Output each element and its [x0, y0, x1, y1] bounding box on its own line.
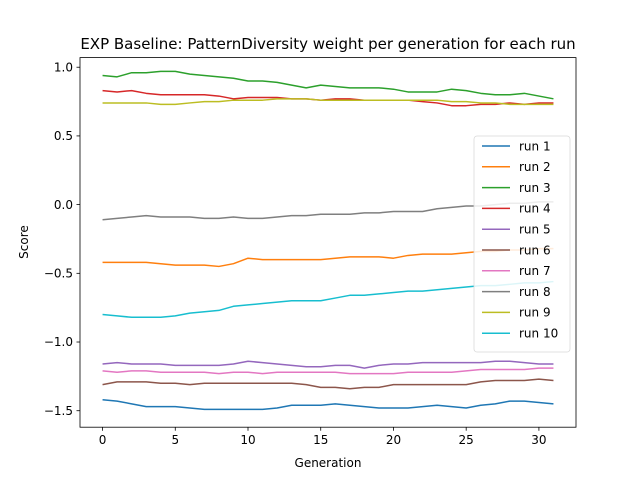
y-tick-label: −0.5 — [44, 267, 73, 281]
series-line-run-1 — [102, 398, 554, 411]
legend-label-run-8: run 8 — [519, 285, 551, 299]
series-line-run-3 — [102, 70, 554, 100]
series-line-run-5 — [102, 360, 554, 369]
series-line-run-6 — [102, 378, 554, 390]
series-line-run-7 — [102, 367, 554, 375]
x-tick-label: 5 — [171, 433, 179, 447]
x-tick-label: 10 — [240, 433, 255, 447]
y-tick-label: −1.5 — [44, 404, 73, 418]
y-tick-label: 0.5 — [54, 129, 73, 143]
chart-title: EXP Baseline: PatternDiversity weight pe… — [80, 35, 575, 53]
legend-label-run-7: run 7 — [519, 264, 551, 278]
y-axis-label: Score — [17, 225, 31, 259]
x-tick-label: 15 — [313, 433, 328, 447]
legend-label-run-10: run 10 — [519, 327, 558, 341]
x-axis-label: Generation — [295, 456, 362, 470]
legend-label-run-2: run 2 — [519, 160, 551, 174]
legend-box — [473, 135, 571, 353]
legend-label-run-1: run 1 — [519, 139, 551, 153]
plot-frame — [79, 57, 577, 428]
x-axis: 0 5 10 15 20 25 30 — [99, 427, 547, 447]
legend-label-run-4: run 4 — [519, 202, 551, 216]
y-axis: −1.5 −1.0 −0.5 0.0 0.5 1.0 — [44, 60, 80, 418]
y-tick-label: 1.0 — [54, 60, 73, 74]
legend-label-run-6: run 6 — [519, 243, 551, 257]
series-line-run-9 — [102, 98, 554, 106]
y-tick-label: −1.0 — [44, 335, 73, 349]
legend-label-run-5: run 5 — [519, 223, 551, 237]
x-tick-label: 25 — [459, 433, 474, 447]
x-tick-label: 30 — [531, 433, 546, 447]
x-tick-label: 20 — [386, 433, 401, 447]
legend-label-run-3: run 3 — [519, 181, 551, 195]
legend-label-run-9: run 9 — [519, 306, 551, 320]
legend: run 1 run 2 run 3 run 4 run 5 run 6 run 7 run 8… — [473, 135, 571, 353]
y-tick-label: 0.0 — [54, 198, 73, 212]
x-tick-label: 0 — [99, 433, 107, 447]
